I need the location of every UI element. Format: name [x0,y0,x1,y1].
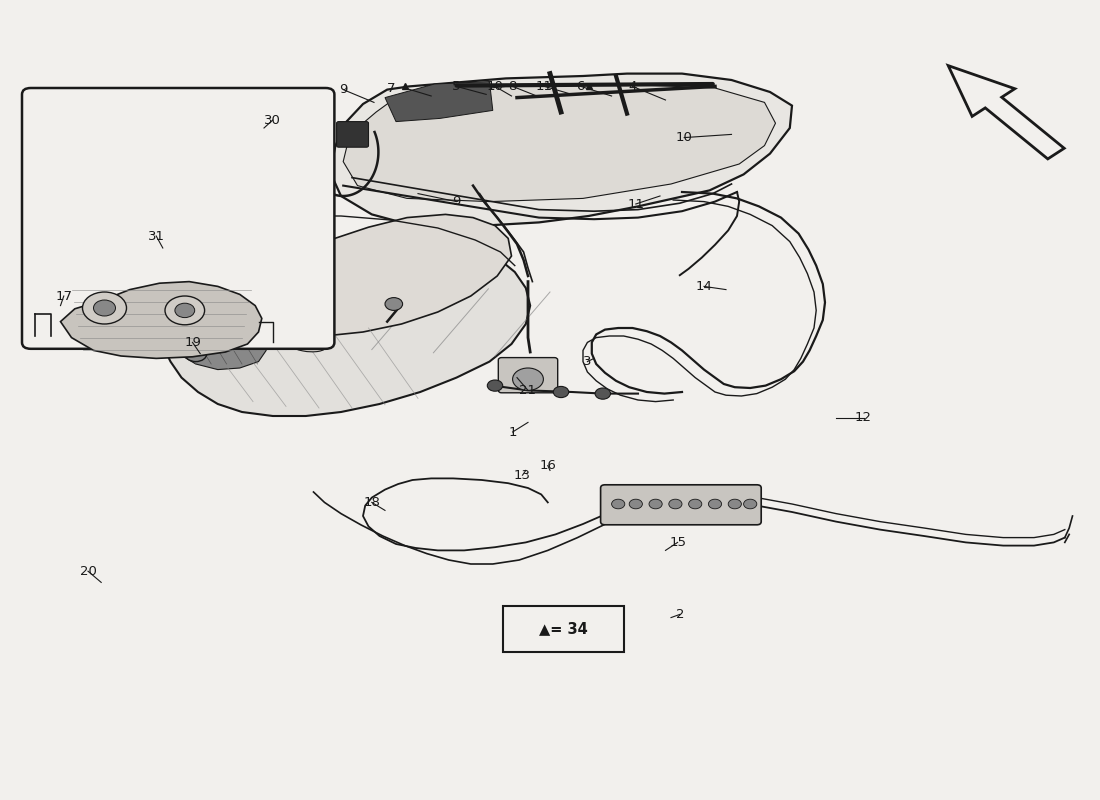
Text: 16: 16 [539,459,557,472]
FancyBboxPatch shape [337,122,368,147]
Circle shape [82,292,126,324]
Text: 2: 2 [675,608,684,621]
Circle shape [728,499,741,509]
Polygon shape [60,282,262,358]
Text: 15: 15 [669,536,686,549]
FancyBboxPatch shape [601,485,761,525]
Text: 21: 21 [519,384,537,397]
Circle shape [165,296,205,325]
Circle shape [629,499,642,509]
Text: 6: 6 [576,80,585,93]
Polygon shape [385,82,493,122]
FancyBboxPatch shape [498,358,558,393]
Text: 11: 11 [536,80,553,93]
Text: 18: 18 [363,496,381,509]
Text: 30: 30 [264,114,282,126]
Text: 19: 19 [184,336,201,349]
Circle shape [689,499,702,509]
Circle shape [385,298,403,310]
Text: 10: 10 [675,131,693,144]
Ellipse shape [284,333,328,352]
Text: 11: 11 [627,198,645,210]
Text: 7: 7 [387,82,396,94]
Circle shape [612,499,625,509]
Circle shape [744,499,757,509]
Text: ▲= 34: ▲= 34 [539,622,587,636]
Circle shape [553,386,569,398]
Text: 12: 12 [855,411,872,424]
Text: 20: 20 [79,565,97,578]
Text: 5: 5 [452,80,461,93]
Text: 4: 4 [628,80,637,93]
Text: 3: 3 [583,355,592,368]
Circle shape [708,499,722,509]
Text: 8: 8 [508,80,517,93]
Text: 14: 14 [695,280,713,293]
Circle shape [185,346,207,362]
Polygon shape [343,84,776,202]
Text: 31: 31 [147,230,165,242]
Text: 9: 9 [339,83,348,96]
Circle shape [513,368,543,390]
Text: 1: 1 [508,426,517,438]
FancyBboxPatch shape [22,88,334,349]
Polygon shape [948,66,1064,159]
Text: 9: 9 [452,195,461,208]
Circle shape [487,380,503,391]
Circle shape [595,388,610,399]
Text: 17: 17 [55,290,73,302]
Circle shape [94,300,115,316]
Polygon shape [170,214,512,336]
Polygon shape [167,324,266,370]
Circle shape [669,499,682,509]
Polygon shape [330,74,792,226]
Text: 10: 10 [486,80,504,93]
Circle shape [649,499,662,509]
Polygon shape [163,235,530,416]
FancyBboxPatch shape [503,606,624,652]
Text: 13: 13 [514,469,531,482]
Circle shape [175,303,195,318]
